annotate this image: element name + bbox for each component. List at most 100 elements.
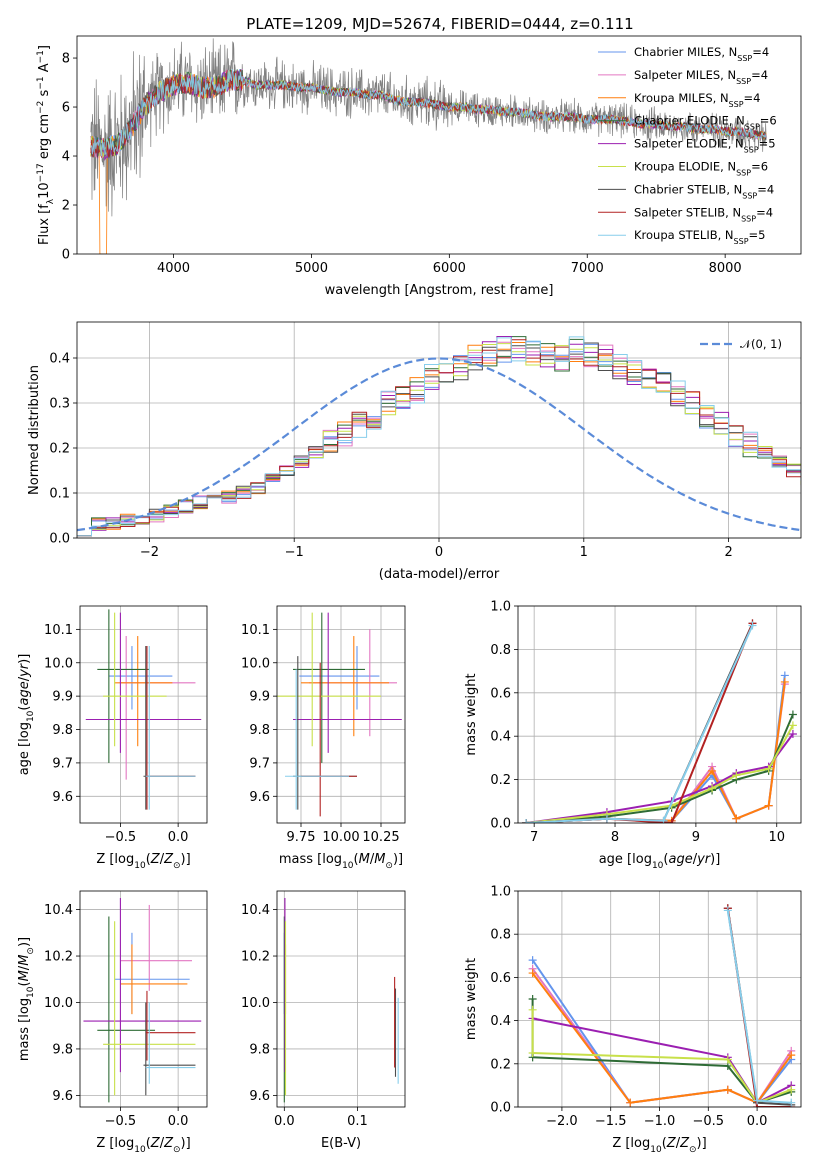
normal-curve-line — [77, 357, 801, 532]
weight-line-3 — [531, 999, 792, 1104]
y-axis-label-part: ( — [17, 981, 32, 986]
y-axis-label-part: erg cm — [37, 114, 52, 163]
legend-label: Kroupa STELIB, NSSP=5 — [634, 228, 765, 246]
y-tick-label: 9.9 — [52, 690, 73, 705]
histogram-series-5 — [77, 343, 801, 537]
x-tick-label: 7 — [530, 830, 538, 845]
x-axis-label-part: ( — [354, 852, 359, 867]
axes-frame — [276, 605, 406, 824]
y-axis-label-part: λ — [46, 198, 56, 204]
x-axis-label: E(B-V) — [321, 1136, 361, 1151]
y-tick-label: 0.4 — [49, 352, 70, 367]
errorbars — [277, 612, 402, 817]
x-tick-label: −0.5 — [105, 830, 137, 845]
y-axis-label: age [log10(age/yr)] — [17, 654, 36, 776]
y-axis-label-part: / — [17, 965, 32, 970]
x-axis-label-part: ( — [146, 852, 151, 867]
axes-weight-vs-metallicity: −2.0 −1.5 −1.0 −0.5 0.0 0.0 0.2 0.4 0.6 0.8 1.0 Z [… — [464, 885, 802, 1155]
x-axis-label-part: age — [668, 852, 692, 867]
legend-label: Salpeter MILES, NSSP=4 — [634, 68, 768, 86]
y-tick-label: 2 — [62, 199, 70, 214]
y-axis-label: mass weight — [464, 958, 479, 1040]
y-axis-label-part: Flux [f — [37, 204, 52, 245]
x-axis-label-part: M — [374, 852, 385, 867]
x-axis-label-part: )] — [393, 852, 403, 867]
y-tick-label: 9.9 — [249, 690, 270, 705]
x-axis-label-part: ⊙ — [173, 1145, 181, 1155]
weight-marker-3 — [528, 995, 537, 1003]
y-tick-label: 1.0 — [490, 885, 511, 900]
y-axis-label: mass [log10(M/M⊙)] — [17, 937, 36, 1061]
x-tick-label: 0.1 — [347, 1114, 368, 1129]
y-axis-label: mass weight — [464, 673, 479, 755]
x-axis-label-part: Z — [666, 1136, 677, 1151]
y-axis-label-part: −1 — [36, 76, 46, 89]
y-axis-label-part: / — [17, 676, 32, 681]
legend-label-part: SSP — [744, 145, 759, 154]
y-tick-label: 9.6 — [52, 790, 73, 805]
legend-label-part: =4 — [757, 182, 774, 196]
x-tick-label: 2 — [724, 545, 732, 560]
legend-label: Chabrier MILES, NSSP=4 — [634, 45, 769, 63]
weight-marker-5 — [732, 771, 741, 780]
x-axis-label: Z [log10(Z/Z⊙)] — [612, 1136, 706, 1155]
y-tick-label: 0 — [62, 248, 70, 263]
y-tick-label: 9.6 — [249, 1089, 270, 1104]
y-axis-label-part: 10 — [26, 710, 36, 722]
weight-marker-2 — [780, 677, 789, 686]
y-tick-label: 10.4 — [44, 903, 73, 918]
weight-marker-4 — [788, 730, 797, 739]
observed-spectrum-line — [90, 38, 767, 217]
x-axis-label-part: Z — [150, 852, 161, 867]
axes-frame — [517, 890, 802, 1108]
legend-label: Salpeter STELIB, NSSP=4 — [634, 205, 773, 223]
x-axis-label-part: age [log — [599, 852, 652, 867]
y-tick-label: 10.0 — [241, 656, 270, 671]
x-tick-label: 0.0 — [168, 830, 189, 845]
x-axis-label-part: ⊙ — [689, 1145, 697, 1155]
weight-lines — [522, 619, 797, 823]
weight-marker-2 — [708, 766, 717, 775]
y-tick-label: 4 — [62, 150, 70, 165]
errorbars — [85, 609, 202, 810]
legend-label-part: SSP — [736, 76, 751, 85]
histogram-series-2 — [77, 342, 801, 537]
legend-label-part: =6 — [760, 114, 777, 128]
x-tick-label: −2.0 — [546, 1114, 578, 1129]
legend-label-part: SSP — [737, 54, 752, 63]
y-axis-label-part: M — [17, 955, 32, 966]
x-tick-label: 8000 — [709, 261, 742, 276]
y-tick-label: 9.6 — [249, 790, 270, 805]
weight-line-6 — [726, 908, 792, 1106]
weight-marker-8 — [659, 816, 668, 823]
y-tick-label: 10.0 — [44, 656, 73, 671]
y-tick-label: 0.1 — [49, 487, 70, 502]
y-tick-label: 10.2 — [241, 950, 270, 965]
weight-line-7 — [526, 623, 754, 823]
histogram-steps — [77, 336, 801, 537]
y-tick-label: 0.3 — [49, 397, 70, 412]
weight-marker-2 — [528, 969, 537, 978]
y-tick-label: 9.8 — [52, 723, 73, 738]
histogram-series-8 — [77, 336, 801, 537]
legend-label-part: =5 — [759, 137, 776, 151]
x-axis-label-part: Z [log — [612, 1136, 650, 1151]
weight-marker-8 — [753, 1096, 762, 1105]
x-axis-label-part: ( — [146, 1136, 151, 1151]
x-axis-label-part: mass [log — [279, 852, 342, 867]
y-tick-label: 10.2 — [44, 950, 73, 965]
axes-spectrum: 4000 5000 6000 7000 8000 0 2 4 6 8 wavelength [Ang… — [36, 35, 802, 298]
legend-label-part: =4 — [744, 91, 761, 105]
y-tick-label: 0.6 — [490, 971, 511, 986]
x-axis-label-part: yr — [696, 852, 712, 867]
y-axis-label: Flux [fλ10−17 erg cm−2 s−1 A−1] — [36, 45, 56, 245]
legend-label: Salpeter ELODIE, NSSP=5 — [634, 137, 776, 155]
legend-label: Chabrier STELIB, NSSP=4 — [634, 182, 774, 200]
y-tick-label: 0.4 — [490, 1014, 511, 1029]
y-tick-label: 0.8 — [490, 928, 511, 943]
x-axis-label-part: M — [359, 852, 370, 867]
y-tick-label: 0.4 — [490, 730, 511, 745]
x-tick-label: 10.25 — [362, 830, 399, 845]
histogram-series-4 — [77, 336, 801, 537]
